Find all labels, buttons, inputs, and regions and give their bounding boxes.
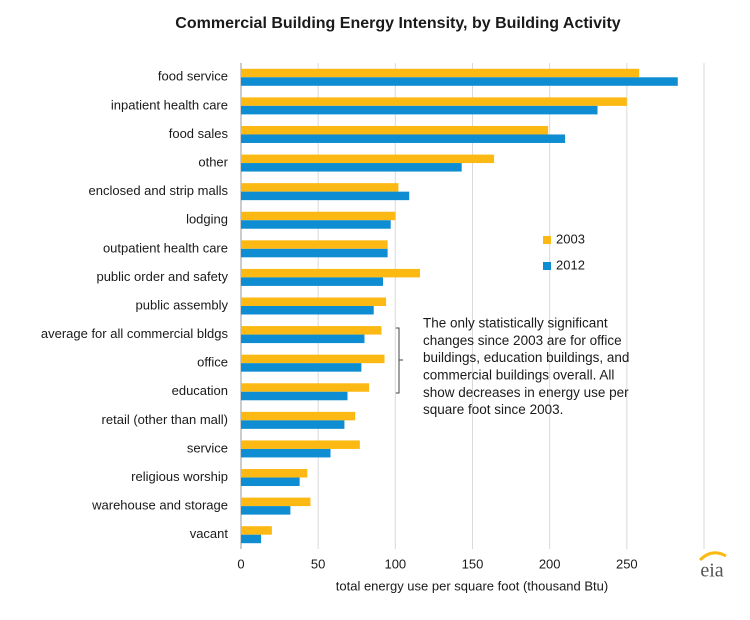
y-tick-label: public assembly (136, 297, 229, 312)
bar (241, 469, 308, 478)
bar (241, 77, 678, 86)
bar (241, 420, 345, 429)
bar (241, 440, 360, 449)
annotation: commercial buildings overall. All (423, 367, 614, 382)
y-tick-label: average for all commercial bldgs (41, 326, 229, 341)
bar (241, 334, 365, 344)
bar (241, 354, 385, 364)
y-tick-label: enclosed and strip malls (89, 183, 229, 198)
bar (241, 220, 391, 229)
y-tick-label: warehouse and storage (91, 498, 228, 513)
annotation: buildings, education buildings, and (423, 350, 629, 365)
x-tick-label: 250 (616, 556, 638, 571)
bar (241, 391, 348, 401)
bar (241, 240, 388, 249)
bar (241, 125, 549, 135)
y-tick-label: outpatient health care (103, 240, 228, 255)
bar (241, 97, 627, 106)
legend-label: 2003 (556, 231, 585, 246)
bar (241, 134, 566, 143)
logo: eia (700, 560, 723, 582)
y-tick-label: other (198, 154, 228, 169)
bar (241, 383, 370, 392)
bar (241, 448, 331, 458)
bar (241, 526, 272, 535)
bar (241, 154, 495, 164)
bar (241, 477, 300, 487)
y-tick-label: food service (158, 69, 228, 84)
bar (241, 268, 421, 278)
bar (241, 497, 311, 507)
x-tick-label: 200 (539, 556, 561, 571)
bar (241, 411, 356, 421)
legend-swatch (543, 236, 551, 244)
bar (241, 326, 382, 335)
legend-swatch (543, 262, 551, 270)
y-tick-label: office (197, 355, 228, 370)
chart-title: Commercial Building Energy Intensity, by… (175, 15, 621, 32)
bar (241, 297, 387, 306)
bar (241, 363, 362, 372)
x-axis-label: total energy use per square foot (thousa… (336, 578, 608, 593)
bar (241, 277, 383, 286)
bar (241, 191, 410, 201)
y-tick-label: education (172, 383, 228, 398)
y-tick-label: inpatient health care (111, 97, 228, 112)
y-tick-label: religious worship (131, 469, 228, 484)
y-tick-label: vacant (190, 526, 229, 541)
bar (241, 306, 374, 315)
bar (241, 248, 388, 258)
bracket (395, 327, 403, 394)
bar (241, 68, 640, 78)
y-tick-label: public order and safety (96, 269, 228, 284)
annotation: The only statistically significant (423, 316, 608, 331)
annotation: changes since 2003 are for office (423, 333, 622, 348)
bar (241, 211, 396, 221)
x-tick-label: 100 (384, 556, 406, 571)
y-tick-label: food sales (169, 126, 229, 141)
bar (241, 183, 399, 192)
x-tick-label: 150 (462, 556, 484, 571)
bar (241, 506, 291, 515)
y-tick-label: service (187, 440, 228, 455)
y-tick-label: lodging (186, 212, 228, 227)
x-tick-label: 0 (237, 556, 244, 571)
legend-label: 2012 (556, 257, 585, 272)
y-tick-label: retail (other than mall) (102, 412, 228, 427)
logo-arc (698, 551, 727, 562)
annotation: show decreases in energy use per (423, 385, 629, 400)
x-tick-label: 50 (311, 556, 325, 571)
bar (241, 105, 598, 115)
bar (241, 163, 462, 172)
annotation: square foot since 2003. (423, 402, 563, 417)
bar (241, 534, 262, 544)
